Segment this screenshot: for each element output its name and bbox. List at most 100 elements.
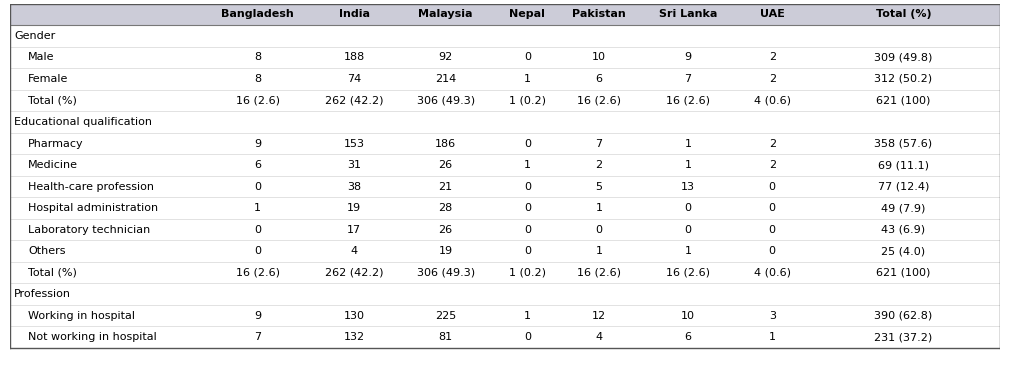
Text: 0: 0 — [596, 225, 603, 235]
Text: 1: 1 — [596, 246, 603, 256]
Text: Educational qualification: Educational qualification — [14, 117, 153, 127]
Text: 16 (2.6): 16 (2.6) — [577, 96, 621, 106]
Text: 74: 74 — [346, 74, 362, 84]
Bar — [10, 4, 1000, 25]
Text: 4 (0.6): 4 (0.6) — [753, 96, 791, 106]
Text: Profession: Profession — [14, 289, 71, 299]
Text: Pharmacy: Pharmacy — [28, 138, 84, 149]
Text: 19: 19 — [347, 203, 362, 213]
Text: 21: 21 — [438, 182, 452, 192]
Text: 1: 1 — [769, 332, 776, 342]
Text: 49 (7.9): 49 (7.9) — [881, 203, 925, 213]
Text: 26: 26 — [438, 160, 452, 170]
Text: 309 (49.8): 309 (49.8) — [875, 52, 932, 62]
Text: 16 (2.6): 16 (2.6) — [235, 268, 280, 277]
Text: 153: 153 — [343, 138, 365, 149]
Text: 10: 10 — [681, 311, 695, 321]
Text: 6: 6 — [685, 332, 692, 342]
Text: 4: 4 — [596, 332, 603, 342]
Text: 4: 4 — [350, 246, 358, 256]
Text: 7: 7 — [254, 332, 262, 342]
Text: Working in hospital: Working in hospital — [28, 311, 135, 321]
Text: 9: 9 — [254, 311, 262, 321]
Text: Sri Lanka: Sri Lanka — [659, 10, 717, 20]
Text: 312 (50.2): 312 (50.2) — [875, 74, 932, 84]
Text: 19: 19 — [438, 246, 452, 256]
Text: 1: 1 — [685, 246, 692, 256]
Text: 2: 2 — [769, 74, 776, 84]
Text: Pakistan: Pakistan — [572, 10, 626, 20]
Text: 1 (0.2): 1 (0.2) — [509, 268, 545, 277]
Text: 2: 2 — [596, 160, 603, 170]
Text: 0: 0 — [524, 182, 531, 192]
Text: 1: 1 — [685, 160, 692, 170]
Text: 16 (2.6): 16 (2.6) — [667, 268, 710, 277]
Text: 5: 5 — [596, 182, 603, 192]
Text: Others: Others — [28, 246, 66, 256]
Text: Laboratory technician: Laboratory technician — [28, 225, 150, 235]
Text: 0: 0 — [524, 332, 531, 342]
Text: Hospital administration: Hospital administration — [28, 203, 158, 213]
Text: 2: 2 — [769, 160, 776, 170]
Text: 25 (4.0): 25 (4.0) — [882, 246, 925, 256]
Text: 9: 9 — [685, 52, 692, 62]
Text: Nepal: Nepal — [509, 10, 545, 20]
Text: Health-care profession: Health-care profession — [28, 182, 154, 192]
Text: 306 (49.3): 306 (49.3) — [416, 96, 475, 106]
Text: 0: 0 — [685, 225, 692, 235]
Text: 16 (2.6): 16 (2.6) — [577, 268, 621, 277]
Text: 26: 26 — [438, 225, 452, 235]
Text: 390 (62.8): 390 (62.8) — [875, 311, 932, 321]
Text: 43 (6.9): 43 (6.9) — [882, 225, 925, 235]
Text: 8: 8 — [254, 74, 262, 84]
Text: 1: 1 — [596, 203, 603, 213]
Text: 186: 186 — [435, 138, 457, 149]
Text: 6: 6 — [596, 74, 603, 84]
Text: 0: 0 — [524, 246, 531, 256]
Text: 1: 1 — [524, 160, 531, 170]
Text: 306 (49.3): 306 (49.3) — [416, 268, 475, 277]
Text: 0: 0 — [524, 138, 531, 149]
Text: 2: 2 — [769, 138, 776, 149]
Text: 6: 6 — [255, 160, 261, 170]
Text: 225: 225 — [435, 311, 457, 321]
Text: Medicine: Medicine — [28, 160, 78, 170]
Text: 214: 214 — [435, 74, 457, 84]
Text: 9: 9 — [254, 138, 262, 149]
Text: 188: 188 — [343, 52, 365, 62]
Text: 0: 0 — [255, 182, 261, 192]
Text: India: India — [338, 10, 370, 20]
Text: 0: 0 — [524, 203, 531, 213]
Text: 77 (12.4): 77 (12.4) — [878, 182, 929, 192]
Text: 1: 1 — [685, 138, 692, 149]
Text: 81: 81 — [438, 332, 452, 342]
Text: 0: 0 — [255, 246, 261, 256]
Text: 16 (2.6): 16 (2.6) — [235, 96, 280, 106]
Text: 7: 7 — [596, 138, 603, 149]
Text: 92: 92 — [438, 52, 452, 62]
Text: 0: 0 — [769, 225, 776, 235]
Text: 130: 130 — [343, 311, 365, 321]
Text: 0: 0 — [769, 182, 776, 192]
Text: 1 (0.2): 1 (0.2) — [509, 96, 545, 106]
Text: 31: 31 — [347, 160, 361, 170]
Text: 132: 132 — [343, 332, 365, 342]
Text: 1: 1 — [524, 311, 531, 321]
Text: 0: 0 — [685, 203, 692, 213]
Text: Total (%): Total (%) — [876, 10, 931, 20]
Text: 38: 38 — [347, 182, 362, 192]
Text: 621 (100): 621 (100) — [877, 96, 930, 106]
Text: Female: Female — [28, 74, 69, 84]
Text: 28: 28 — [438, 203, 452, 213]
Text: 4 (0.6): 4 (0.6) — [753, 268, 791, 277]
Text: 7: 7 — [685, 74, 692, 84]
Text: 0: 0 — [255, 225, 261, 235]
Text: 0: 0 — [769, 246, 776, 256]
Text: 1: 1 — [524, 74, 531, 84]
Text: Male: Male — [28, 52, 55, 62]
Text: 262 (42.2): 262 (42.2) — [325, 268, 384, 277]
Text: 2: 2 — [769, 52, 776, 62]
Text: 3: 3 — [769, 311, 776, 321]
Text: 13: 13 — [681, 182, 695, 192]
Text: 0: 0 — [524, 52, 531, 62]
